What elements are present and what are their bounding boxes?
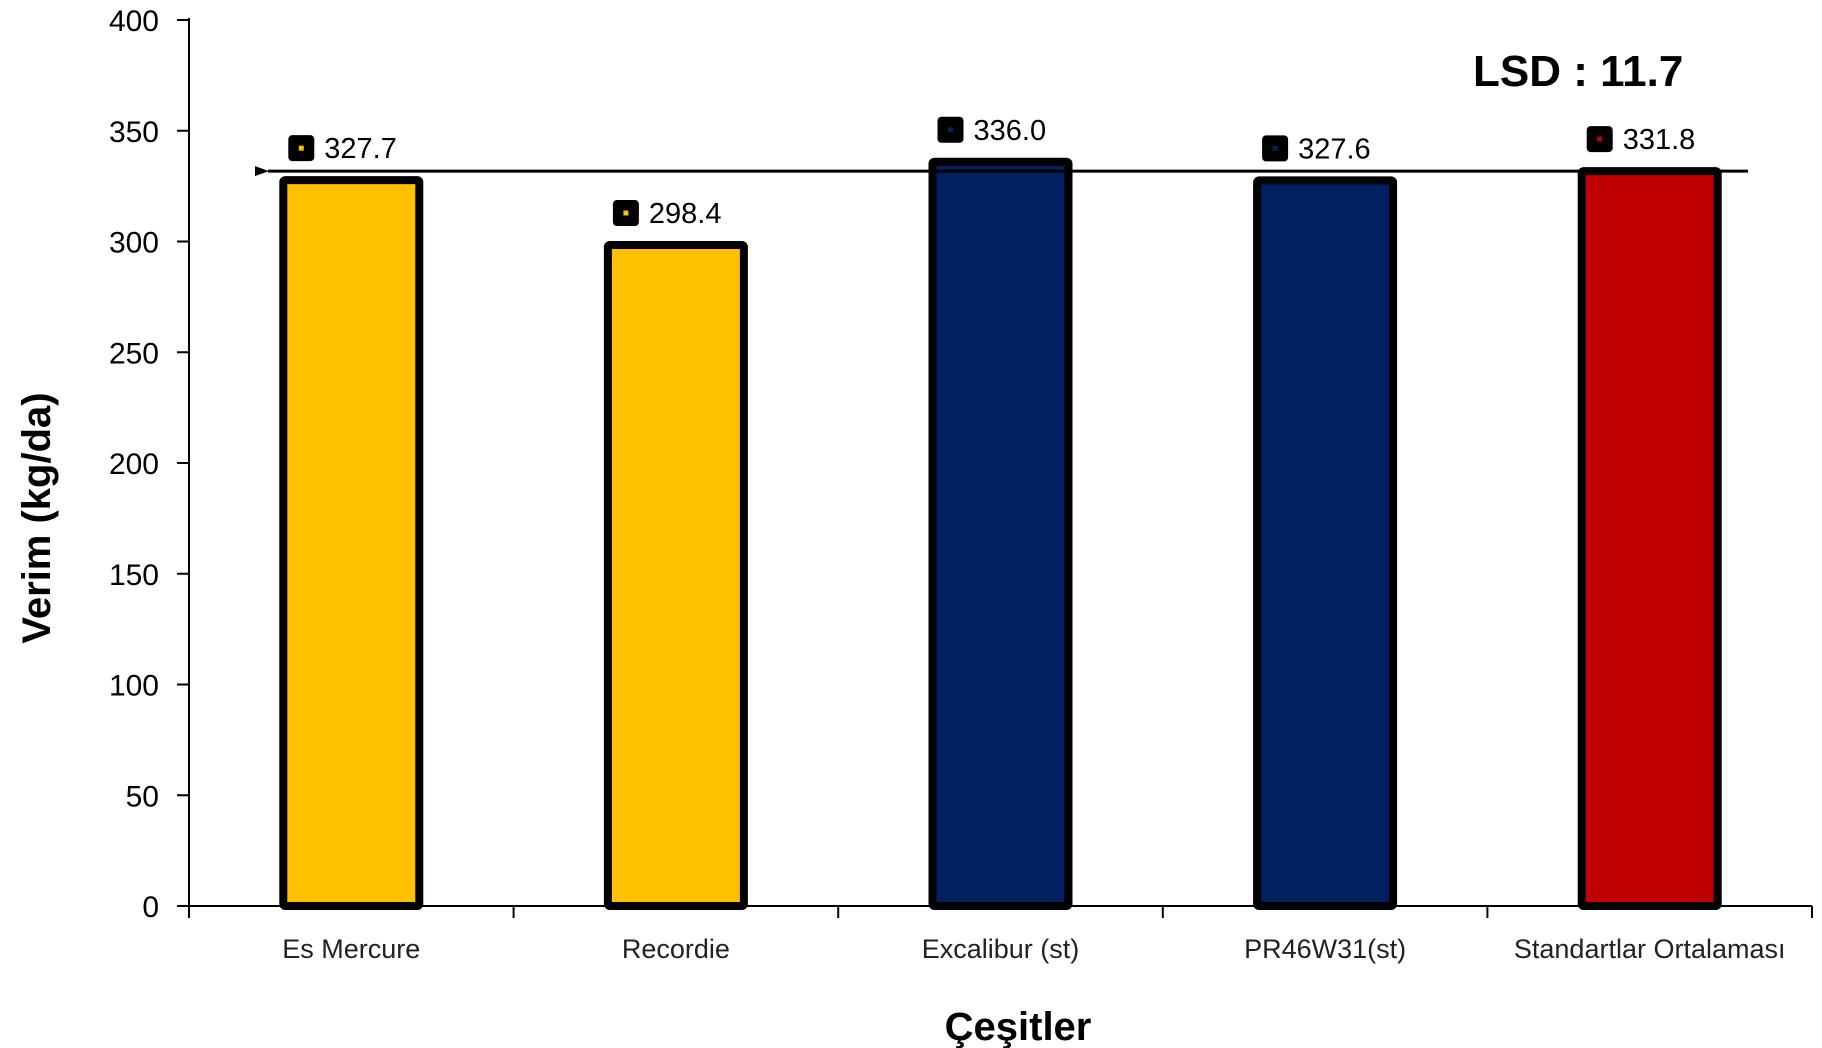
data-label: 298.4 [649, 198, 722, 230]
bar-2 [603, 241, 748, 910]
data-label-marker-dot [298, 145, 304, 151]
data-label: 336.0 [974, 115, 1047, 147]
y-tick-label: 250 [109, 337, 159, 370]
bar-4 [1253, 176, 1398, 910]
bar-5 [1577, 167, 1722, 911]
y-tick-label: 0 [142, 891, 159, 924]
x-tick-label: Es Mercure [282, 934, 420, 964]
data-label: 331.8 [1623, 124, 1696, 156]
x-axis-title: Çeşitler [945, 1005, 1092, 1048]
data-labels: 327.7 298.4 336.0 327.6 331.8 [288, 115, 1695, 230]
data-label-marker-dot [948, 127, 953, 133]
lsd-annotation: LSD : 11.7 [1473, 47, 1683, 96]
y-tick-label: 300 [109, 227, 159, 260]
y-tick-label: 350 [109, 116, 159, 149]
x-axis: Es Mercure Recordie Excalibur (st) PR46W31(… [188, 905, 1813, 964]
y-tick-label: 100 [109, 670, 159, 703]
x-tick-label: Excalibur (st) [922, 934, 1080, 964]
data-label: 327.6 [1298, 133, 1371, 165]
y-axis: 0 50 100 150 200 250 300 350 400 [109, 5, 190, 924]
bars [279, 157, 1722, 911]
bar-1 [279, 176, 424, 911]
y-tick-label: 150 [109, 559, 159, 592]
y-tick-label: 400 [109, 5, 159, 38]
x-tick-label: Standartlar Ortalaması [1514, 934, 1786, 964]
x-tick-label: PR46W31(st) [1244, 934, 1406, 964]
x-tick-label: Recordie [622, 934, 730, 964]
y-tick-label: 200 [109, 448, 159, 481]
data-label-marker-dot [623, 210, 629, 216]
data-label-marker-dot [1272, 145, 1278, 151]
y-tick-label: 50 [126, 780, 159, 813]
bar-3 [928, 157, 1073, 910]
data-label-marker-dot [1597, 136, 1603, 142]
y-axis-title: Verim (kg/da) [15, 392, 59, 643]
data-label: 327.7 [324, 133, 397, 165]
